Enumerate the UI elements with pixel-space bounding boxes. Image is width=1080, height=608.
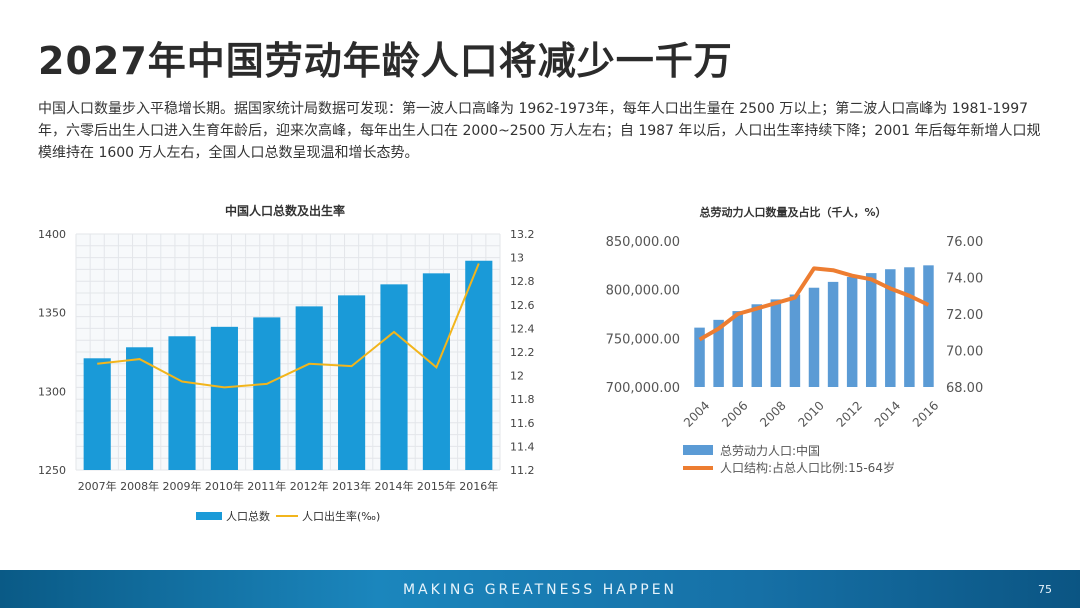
labor-bar xyxy=(923,265,934,387)
population-left-ticks: 1400 1350 1300 1250 xyxy=(38,228,66,477)
population-bar xyxy=(210,326,238,470)
labor-bar xyxy=(827,281,839,387)
labor-year-label: 2010 xyxy=(795,398,826,429)
labor-right-tick-label: 72.00 xyxy=(946,308,983,323)
labor-year-label: 2004 xyxy=(681,398,712,429)
right-tick-label: 11.2 xyxy=(510,464,535,477)
legend-bar-label: 人口总数 xyxy=(226,509,270,523)
labor-left-tick-label: 750,000.00 xyxy=(606,332,680,347)
labor-bar xyxy=(846,277,858,387)
labor-bar xyxy=(751,304,763,387)
slide-description: 中国人口数量步入平稳增长期。据国家统计局数据可发现：第一波人口高峰为 1962-… xyxy=(38,101,1041,161)
slide-title: 2027年中国劳动年龄人口将减少一千万 xyxy=(38,39,733,83)
labor-right-tick-label: 70.00 xyxy=(946,345,983,360)
labor-ratio-line xyxy=(698,266,930,342)
birth-rate-line xyxy=(97,263,480,389)
labor-bar xyxy=(694,327,705,387)
page-number: 75 xyxy=(1038,583,1052,596)
population-bar xyxy=(295,306,323,470)
labor-left-tick-label: 850,000.00 xyxy=(606,235,680,250)
labor-bar xyxy=(713,319,724,387)
category-label: 2010年 xyxy=(205,479,244,493)
labor-year-label: 2006 xyxy=(719,398,750,429)
labor-right-tick-label: 74.00 xyxy=(946,272,983,287)
category-label: 2015年 xyxy=(417,479,456,493)
right-tick-label: 11.6 xyxy=(510,417,535,430)
labor-bars xyxy=(694,265,934,387)
labor-left-tick-label: 800,000.00 xyxy=(606,284,680,299)
population-bars xyxy=(83,260,493,470)
population-bar xyxy=(253,317,281,470)
labor-bar xyxy=(904,267,915,387)
birth-rate-line-group xyxy=(97,263,480,389)
left-tick-label: 1400 xyxy=(38,228,66,241)
legend-labor-bar-swatch xyxy=(683,445,713,455)
labor-bar xyxy=(885,269,896,387)
population-x-ticks: 2007年 2008年 2009年 2010年 2011年 2012年 2013年 2014年… xyxy=(78,479,499,493)
right-tick-label: 12.8 xyxy=(510,275,535,288)
legend-labor-line-label: 人口结构:占总人口比例:15-64岁 xyxy=(720,460,895,475)
labor-bar xyxy=(808,287,820,387)
right-tick-label: 12.2 xyxy=(510,346,535,359)
labor-x-ticks: 2004 2006 2008 2010 2012 2014 2016 xyxy=(681,398,941,429)
population-bar xyxy=(338,295,366,470)
labor-left-ticks: 850,000.00 800,000.00 750,000.00 700,000.00 xyxy=(606,235,680,396)
labor-bar xyxy=(732,311,743,387)
labor-bar xyxy=(865,273,877,387)
left-tick-label: 1300 xyxy=(38,385,66,398)
footer-band: MAKING GREATNESS HAPPEN 75 xyxy=(0,570,1080,608)
population-bar xyxy=(465,260,493,470)
labor-legend: 总劳动力人口:中国 人口结构:占总人口比例:15-64岁 xyxy=(683,443,895,475)
right-tick-label: 12 xyxy=(510,370,524,383)
category-label: 2012年 xyxy=(290,479,329,493)
labor-right-ticks: 76.00 74.00 72.00 70.00 68.00 xyxy=(946,235,983,396)
labor-year-label: 2008 xyxy=(757,398,788,429)
right-tick-label: 12.4 xyxy=(510,322,535,335)
legend-bar-swatch xyxy=(196,512,222,520)
labor-year-label: 2012 xyxy=(834,398,865,429)
category-label: 2011年 xyxy=(247,479,286,493)
labor-right-tick-label: 68.00 xyxy=(946,381,983,396)
category-label: 2016年 xyxy=(459,479,498,493)
labor-ratio-line-group xyxy=(698,266,930,342)
footer-tagline: MAKING GREATNESS HAPPEN xyxy=(402,582,678,598)
population-bar xyxy=(168,336,196,470)
population-legend: 人口总数 人口出生率(‰) xyxy=(196,509,380,523)
labor-bar xyxy=(789,294,801,387)
right-tick-label: 11.4 xyxy=(510,440,535,453)
population-bar xyxy=(422,273,450,470)
category-label: 2007年 xyxy=(78,479,117,493)
right-tick-label: 13.2 xyxy=(510,228,535,241)
legend-labor-bar-label: 总劳动力人口:中国 xyxy=(720,443,820,458)
labor-bar xyxy=(770,299,782,387)
population-bar xyxy=(380,284,408,470)
legend-line-label: 人口出生率(‰) xyxy=(302,509,380,523)
labor-force-chart: 850,000.00 800,000.00 750,000.00 700,000.00… xyxy=(606,205,984,475)
population-chart-title: 中国人口总数及出生率 xyxy=(225,203,345,218)
right-tick-label: 13 xyxy=(510,252,524,265)
population-bar xyxy=(83,358,111,470)
category-label: 2009年 xyxy=(163,479,202,493)
right-tick-label: 11.8 xyxy=(510,393,535,406)
right-tick-label: 12.6 xyxy=(510,299,535,312)
left-tick-label: 1350 xyxy=(38,307,66,320)
labor-right-tick-label: 76.00 xyxy=(946,235,983,250)
category-label: 2013年 xyxy=(332,479,371,493)
labor-year-label: 2014 xyxy=(872,398,903,429)
labor-chart-title: 总劳动力人口数量及占比（千人，%） xyxy=(699,205,886,219)
labor-year-label: 2016 xyxy=(910,398,941,429)
category-label: 2008年 xyxy=(120,479,159,493)
labor-left-tick-label: 700,000.00 xyxy=(606,381,680,396)
population-right-ticks: 13.2 13 12.8 12.6 12.4 12.2 12 11.8 11.6 11.4 11.2 xyxy=(510,228,535,477)
category-label: 2014年 xyxy=(375,479,414,493)
left-tick-label: 1250 xyxy=(38,464,66,477)
population-bar xyxy=(126,347,154,470)
